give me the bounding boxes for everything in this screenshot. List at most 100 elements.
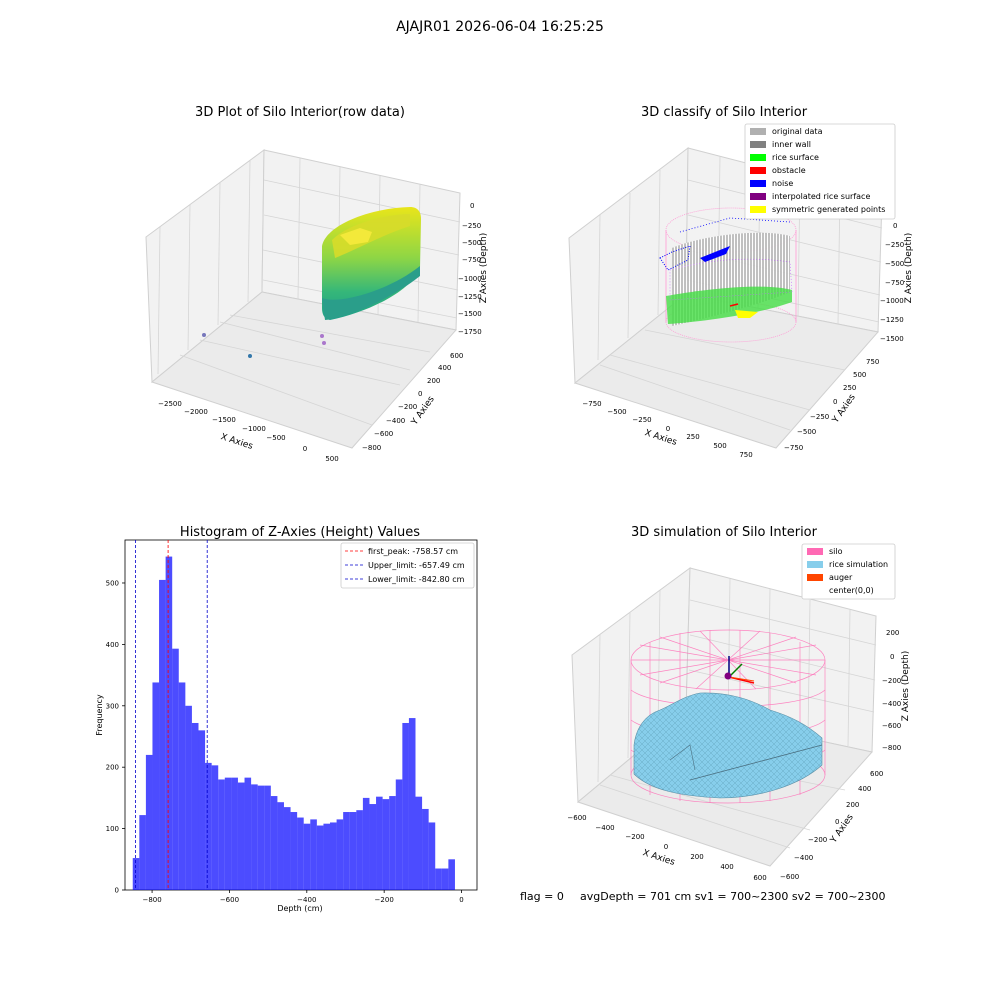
status-avg-depth: avgDepth = 701 cm sv1 = 700~2300 sv2 = 7… <box>580 890 886 903</box>
legend-item: auger <box>807 573 853 582</box>
histogram-bar <box>159 579 166 890</box>
panel2-ztick: −250 <box>885 241 904 249</box>
histogram-bar <box>264 785 271 890</box>
histogram-bar <box>336 819 344 890</box>
legend-item: silo <box>807 547 843 556</box>
panel4-ztick: −800 <box>882 744 901 752</box>
panel1-xtick: 500 <box>325 455 338 463</box>
panel1-ytick: −200 <box>398 403 417 411</box>
panel1-xtick: 0 <box>303 445 307 453</box>
panel1-ztick: −1250 <box>458 293 482 301</box>
histogram-title: Histogram of Z-Axies (Height) Values <box>180 525 420 540</box>
histogram-bar <box>303 823 311 890</box>
histogram-bar <box>191 722 199 890</box>
panel4-auger-axes-icon <box>724 656 755 684</box>
center-marker <box>724 672 732 680</box>
histogram-bar <box>297 817 304 890</box>
histogram-bar <box>178 682 186 890</box>
histogram-bar <box>172 648 179 890</box>
histogram-ylabel: Frequency <box>95 694 104 736</box>
histogram-bar <box>376 796 383 890</box>
legend-item: rice simulation <box>807 560 888 569</box>
histogram-bar <box>362 797 370 890</box>
histogram-bar <box>369 804 377 890</box>
panel4-xtick: −400 <box>595 824 614 832</box>
figure-suptitle: AJAJR01 2026-06-04 16:25:25 <box>396 19 604 35</box>
histogram-bar <box>224 777 232 890</box>
panel1-xtick: −1000 <box>242 425 266 433</box>
histogram-ytick-label: 300 <box>106 702 119 710</box>
panel2-ytick: 750 <box>866 358 879 366</box>
histogram-xtick-label: −800 <box>142 896 161 904</box>
histogram-bar <box>205 762 212 890</box>
panel4-yticks: −600 −400 −200 0 200 400 600 <box>780 770 883 881</box>
panel2-silo-cylinder <box>659 207 797 343</box>
panel2-ytick: 0 <box>833 398 837 406</box>
histogram-ytick-label: 100 <box>106 825 119 833</box>
histogram-bar <box>257 785 265 890</box>
panel-simulation-3d: 3D simulation of Silo Interior <box>567 525 911 882</box>
panel2-xtick: 500 <box>713 442 726 450</box>
legend-swatch-noise <box>750 180 766 187</box>
legend-item: inner wall <box>750 140 811 149</box>
panel4-rice-surface <box>633 692 823 799</box>
panel1-ytick: −400 <box>386 417 405 425</box>
panel1-ztick: −500 <box>462 239 481 247</box>
legend-label: interpolated rice surface <box>772 192 870 201</box>
panel4-legend: silo rice simulation auger center(0,0) <box>801 543 896 600</box>
panel2-xtick: −500 <box>607 408 626 416</box>
panel4-xtick: 200 <box>690 853 703 861</box>
legend-item: noise <box>750 179 793 188</box>
histogram-ytick-label: 400 <box>106 641 119 649</box>
panel2-yticks: −750 −500 −250 0 250 500 750 <box>784 358 879 452</box>
panel2-xtick: 250 <box>686 433 699 441</box>
legend-item: Upper_limit: -657.49 cm <box>345 561 465 570</box>
histogram-xtick-label: −400 <box>297 896 316 904</box>
legend-label: obstacle <box>772 166 806 175</box>
histogram-bars <box>132 556 455 890</box>
histogram-xtick-label: −600 <box>220 896 239 904</box>
panel1-xtick: −1500 <box>212 416 236 424</box>
histogram-bar <box>237 782 245 890</box>
panel4-xtick: −600 <box>567 814 586 822</box>
legend-swatch-interpolated-rice-surface <box>750 193 766 200</box>
histogram-bar <box>382 799 390 890</box>
legend-box <box>801 543 896 600</box>
panel4-ztick: −200 <box>882 677 901 685</box>
panel1-zticks: 0 −250 −500 −750 −1000 −1250 −1500 −1750 <box>458 202 482 336</box>
histogram-bar <box>428 822 436 890</box>
histogram-bar <box>290 812 298 890</box>
panel1-ytick: 600 <box>450 352 463 360</box>
panel1-xtick: −500 <box>266 434 285 442</box>
panel4-ytick: −600 <box>780 873 799 881</box>
histogram-bar <box>152 682 160 890</box>
panel1-ytick: −600 <box>374 430 393 438</box>
histogram-bar <box>356 810 363 890</box>
histogram-legend: first_peak: -758.57 cm Upper_limit: -657… <box>340 542 475 589</box>
panel4-title: 3D simulation of Silo Interior <box>631 525 818 540</box>
panel4-ytick: 400 <box>858 785 871 793</box>
panel1-xticks: −2500 −2000 −1500 −1000 −500 0 500 <box>158 400 339 463</box>
histogram-bar <box>277 802 284 890</box>
panel4-zlabel: Z Axies (Depth) <box>901 651 911 722</box>
panel2-ytick: 250 <box>843 384 856 392</box>
panel2-xtick: −250 <box>632 416 651 424</box>
histogram-xlabel: Depth (cm) <box>277 904 322 913</box>
panel1-ztick: −1500 <box>458 310 482 318</box>
histogram-bar <box>349 812 357 890</box>
histogram-bar <box>165 556 173 890</box>
panel1-ztick: −250 <box>462 222 481 230</box>
panel4-xlabel: X Axies <box>641 848 676 868</box>
histogram-bar <box>185 705 192 890</box>
legend-label: silo <box>829 547 843 556</box>
legend-label: symmetric generated points <box>772 205 885 214</box>
panel1-zlabel: Z Axies (Depth) <box>479 233 489 304</box>
panel4-xticks: −600 −400 −200 0 200 400 600 <box>567 814 766 882</box>
panel2-ztick: −500 <box>885 260 904 268</box>
histogram-ytick-label: 200 <box>106 764 119 772</box>
panel1-ytick: 400 <box>438 364 451 372</box>
histogram-bar <box>343 812 350 890</box>
histogram-bar <box>310 819 317 890</box>
status-flag: flag = 0 <box>520 890 564 903</box>
panel4-ylabel: Y Axies <box>828 812 856 845</box>
